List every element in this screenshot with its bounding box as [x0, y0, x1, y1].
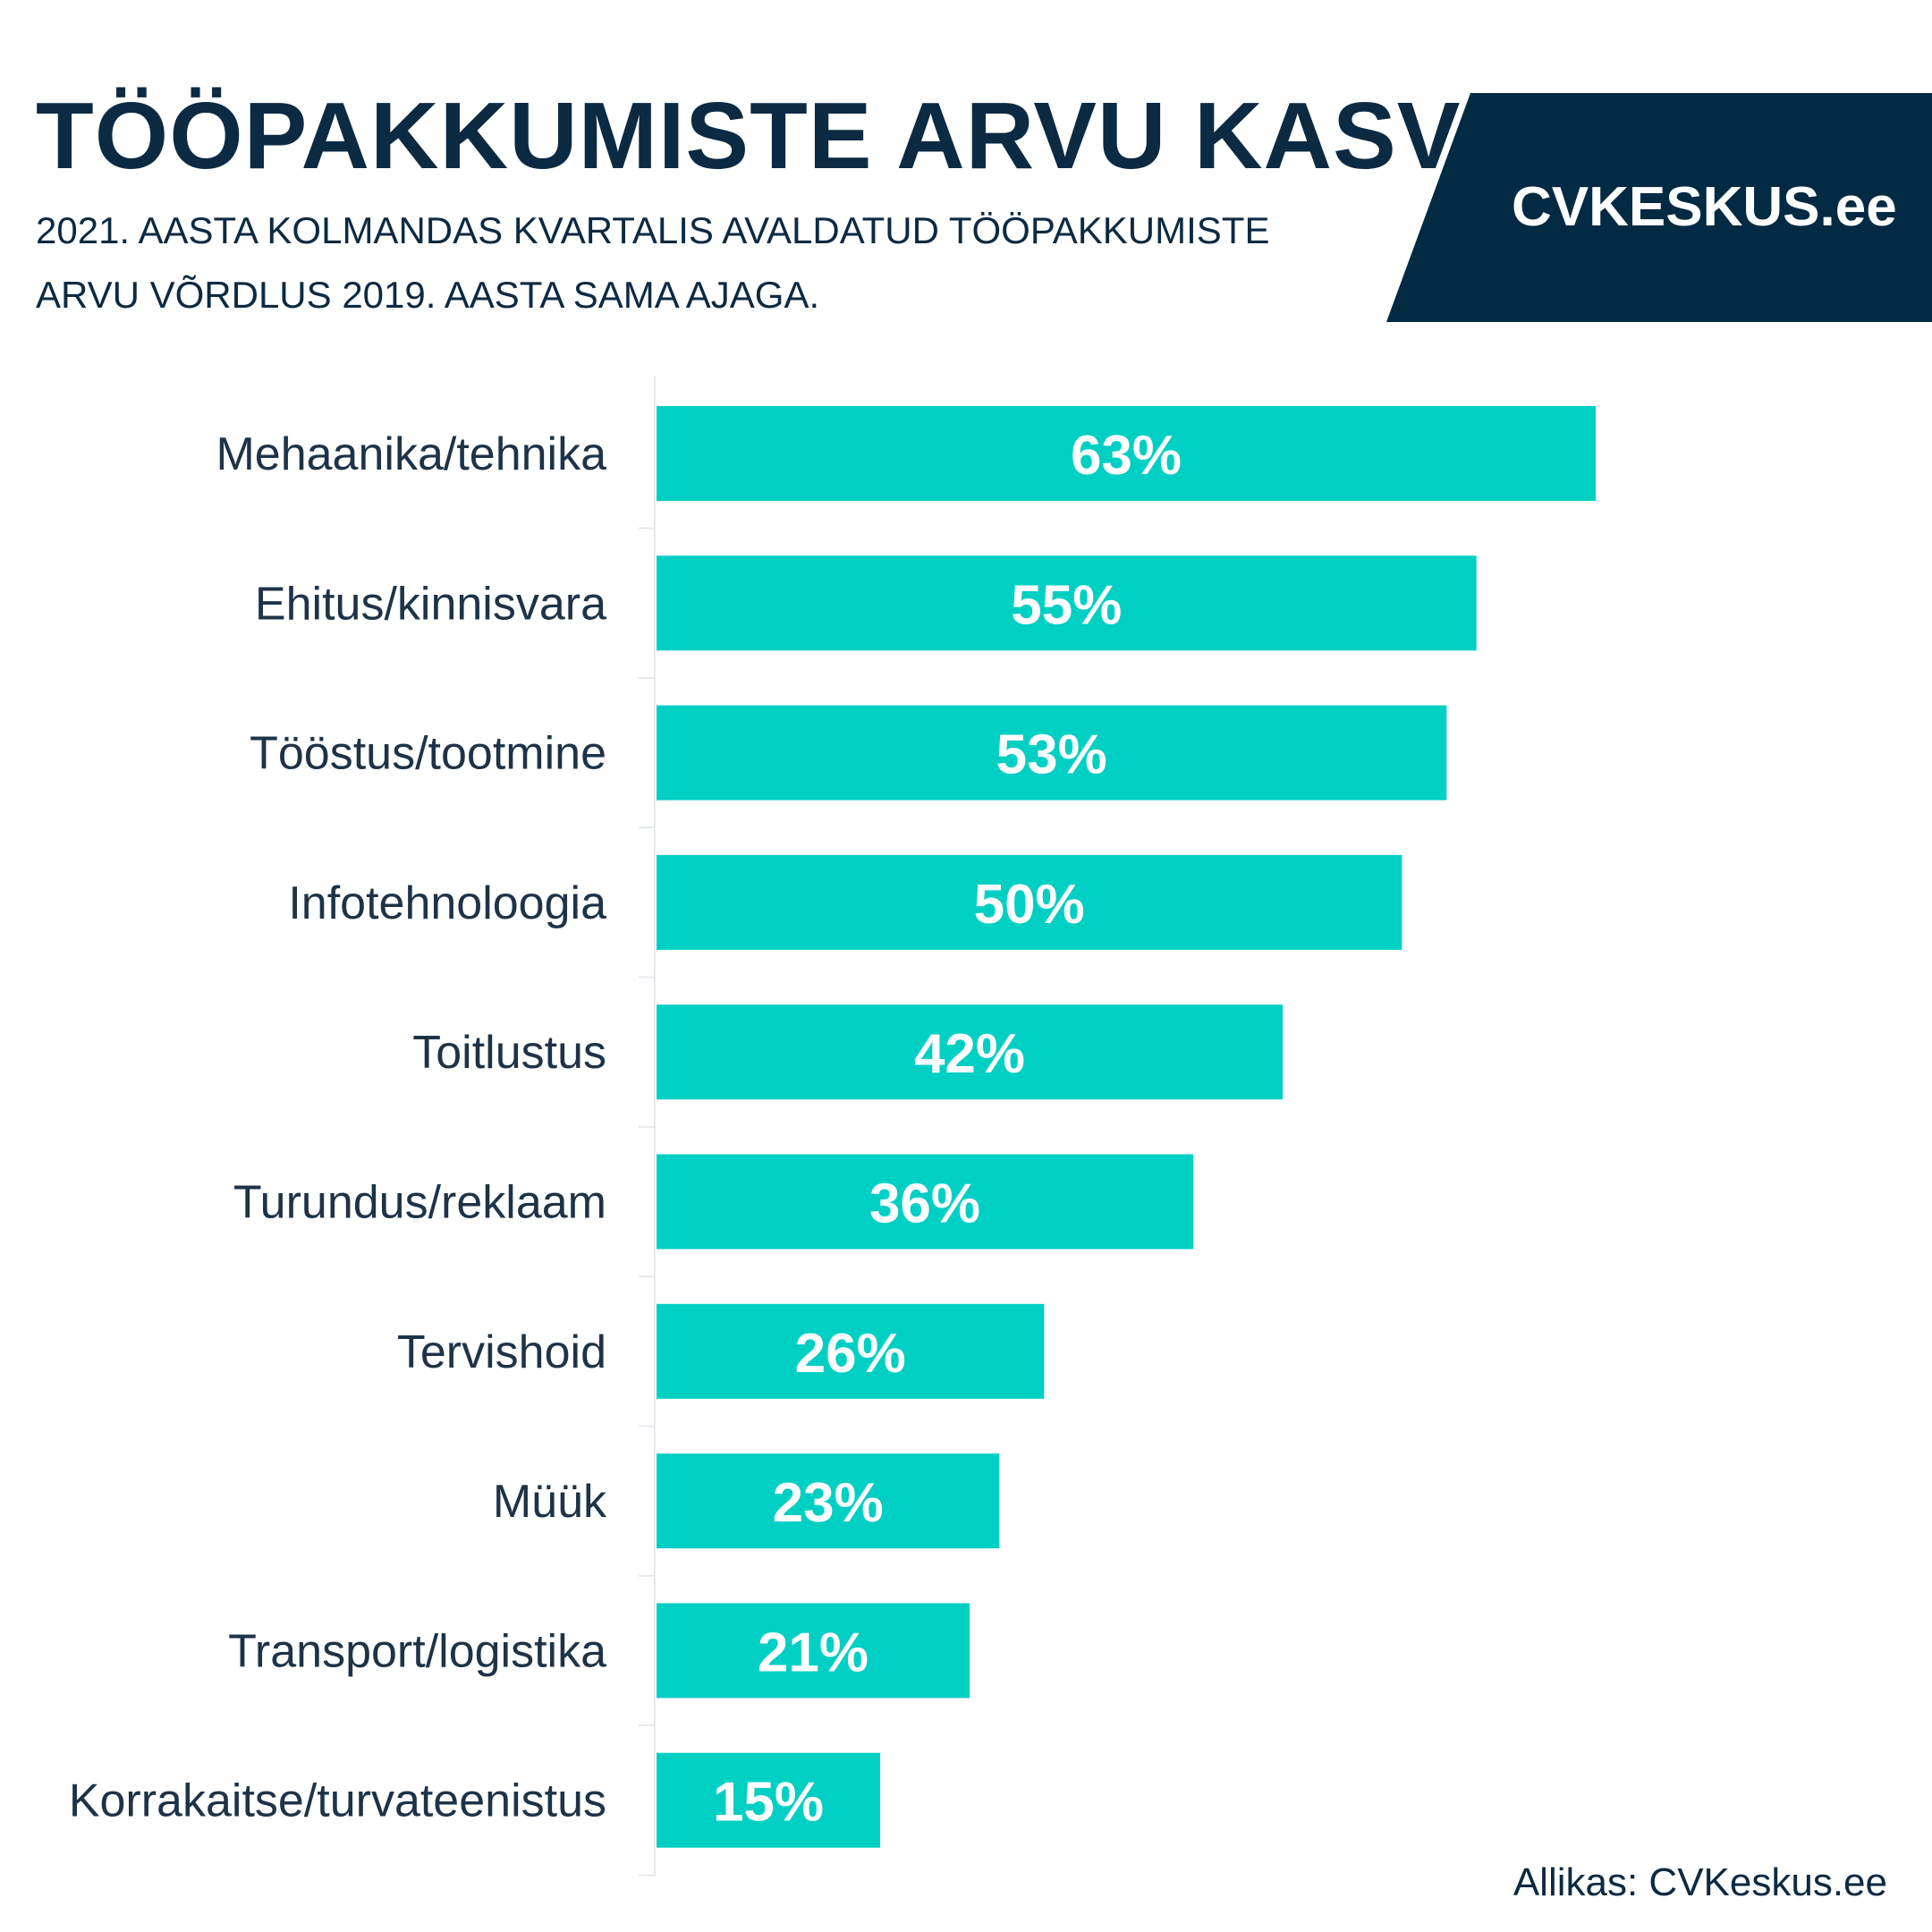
logo-text: CVKESKUS.ee — [1512, 176, 1897, 238]
brand-logo: CVKESKUS.ee — [1386, 93, 1932, 322]
bar-8 — [657, 1453, 1000, 1549]
value-label: 53% — [996, 724, 1107, 786]
chart-title: TÖÖPAKKUMISTE ARVU KASV — [36, 83, 1462, 189]
value-label: 26% — [795, 1323, 906, 1385]
category-label: Mehaanika/tehnika — [216, 428, 606, 480]
bar-5 — [657, 1004, 1283, 1100]
value-label: 15% — [713, 1772, 824, 1834]
bar-10 — [657, 1752, 880, 1848]
category-label: Tervishoid — [397, 1326, 606, 1378]
category-label: Infotehnoloogia — [288, 877, 606, 929]
bar-4 — [657, 854, 1402, 950]
category-label: Transport/logistika — [228, 1625, 606, 1677]
bar-2 — [657, 555, 1477, 651]
category-label: Toitlustus — [412, 1027, 606, 1079]
source-note: Allikas: CVKeskus.ee — [1513, 1860, 1887, 1904]
category-label: Tööstus/tootmine — [250, 728, 606, 780]
logo-background — [1386, 93, 1932, 322]
bar-6 — [657, 1154, 1193, 1250]
category-label: Korrakaitse/turvateenistus — [69, 1775, 606, 1827]
chart-subtitle: 2021. AASTA KOLMANDAS KVARTALIS AVALDATU… — [36, 209, 1270, 316]
bar-3 — [657, 705, 1447, 801]
value-label: 50% — [974, 874, 1085, 936]
bar-9 — [657, 1603, 970, 1699]
value-label: 55% — [1011, 574, 1122, 636]
value-label: 36% — [869, 1174, 980, 1235]
category-label: Müük — [493, 1476, 607, 1528]
value-label: 23% — [773, 1472, 884, 1534]
bar-1 — [657, 406, 1596, 501]
value-label: 63% — [1071, 425, 1182, 487]
category-label: Turundus/reklaam — [233, 1177, 606, 1229]
bar-7 — [657, 1303, 1045, 1399]
value-label: 42% — [914, 1023, 1025, 1085]
category-label: Ehitus/kinnisvara — [255, 578, 606, 630]
value-label: 21% — [758, 1622, 869, 1683]
